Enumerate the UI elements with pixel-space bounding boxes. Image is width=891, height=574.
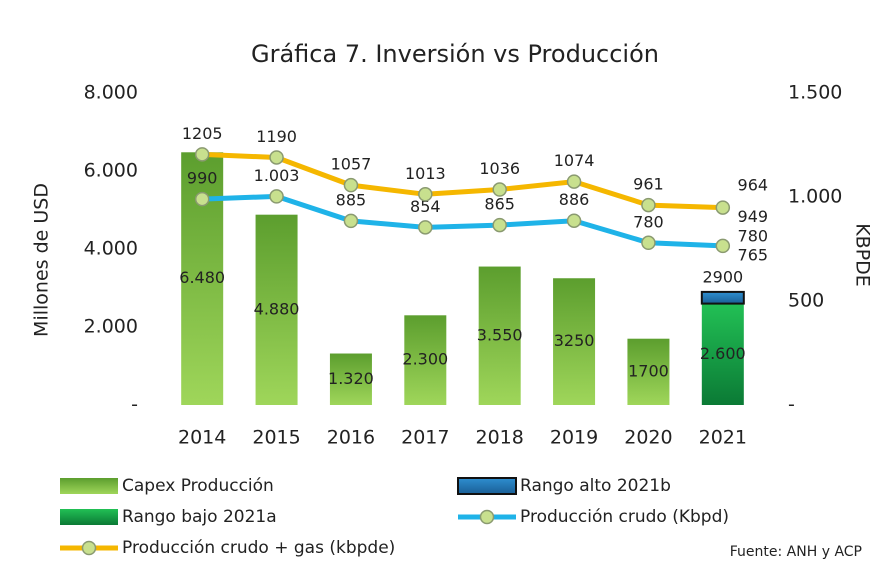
x-tick-label: 2017 (401, 427, 449, 449)
line-value-label: 865 (484, 195, 515, 214)
bar-value-label: 2.600 (700, 344, 746, 363)
legend-swatch (60, 509, 118, 525)
y2-tick-label: 1.500 (788, 82, 842, 104)
line-value-label: 854 (410, 197, 441, 216)
line-marker (269, 150, 284, 165)
line-value-label: 885 (336, 190, 367, 209)
x-tick-label: 2014 (178, 427, 226, 449)
y2-tick-label: 1.000 (788, 186, 842, 208)
bar (255, 214, 298, 405)
line-marker (418, 220, 433, 235)
bar-value-label: 1.320 (328, 369, 374, 388)
chart-title: Gráfica 7. Inversión vs Producción (251, 40, 659, 68)
line-marker (641, 197, 656, 213)
line-marker (418, 187, 433, 202)
legend-label: Capex Producción (122, 476, 274, 496)
bar-value-label: 3.550 (477, 325, 523, 344)
y-tick-label: 8.000 (84, 82, 138, 104)
line-value-label: 765 (738, 245, 769, 264)
line-marker (715, 200, 731, 215)
line-marker (566, 174, 582, 189)
line-marker (492, 217, 507, 233)
legend-label: Producción crudo + gas (kbpde) (122, 538, 395, 558)
line-value-label: 949 (738, 207, 769, 226)
line-value-label: 1057 (331, 155, 372, 174)
bar-value-label: 4.880 (254, 299, 300, 318)
y-tick-label: 6.000 (84, 160, 138, 182)
legend-swatch (479, 509, 495, 525)
line-value-label: 886 (559, 190, 590, 209)
line-value-label: 780 (633, 212, 664, 231)
line-marker (194, 147, 210, 162)
x-tick-label: 2019 (550, 427, 598, 449)
bar-value-label: 2.300 (402, 350, 448, 369)
y-tick-label: 2.000 (84, 316, 138, 338)
line-marker (715, 238, 731, 254)
x-tick-label: 2020 (624, 427, 672, 449)
line (202, 151, 723, 211)
y-tick-label: 4.000 (84, 238, 138, 260)
line-value-label: 1013 (405, 164, 446, 183)
line-marker (343, 177, 359, 193)
legend-swatch (81, 540, 97, 556)
x-tick-label: 2016 (327, 427, 375, 449)
line-value-label: 1.003 (254, 166, 300, 185)
line-value-label: 1190 (256, 127, 297, 146)
line-value-label: 1205 (182, 124, 223, 143)
bar-value-label: 3250 (554, 331, 595, 350)
x-tick-label: 2015 (252, 427, 300, 449)
source: Fuente: ANH y ACP (730, 544, 862, 560)
line-marker (194, 191, 210, 207)
bar-value-label: 6.480 (179, 268, 225, 287)
bar-value-label: 1700 (628, 361, 669, 380)
legend-swatch (457, 477, 517, 495)
line (202, 193, 723, 249)
x-tick-label: 2021 (699, 427, 747, 449)
line-value-label: 961 (633, 175, 664, 194)
bar (701, 303, 744, 405)
y-tick-label: - (131, 394, 138, 416)
legend-label: Producción crudo (Kbpd) (520, 507, 729, 527)
line-marker (269, 189, 284, 204)
bar (627, 338, 670, 405)
annotation: 780 (738, 227, 769, 246)
y2-tick-label: - (788, 394, 795, 416)
legend-label: Rango alto 2021b (520, 476, 671, 496)
x-tick-label: 2018 (476, 427, 524, 449)
legend-swatch (60, 478, 118, 494)
bar (329, 353, 372, 405)
y-axis-label: Millones de USD (31, 183, 53, 337)
bar (404, 315, 447, 405)
bar (553, 278, 596, 405)
line-marker (566, 213, 582, 228)
line-marker (641, 235, 656, 251)
line-value-label: 990 (187, 169, 218, 188)
bar (478, 266, 521, 405)
y2-tick-label: 500 (788, 290, 824, 312)
y2-axis-label: KBPDE (852, 223, 874, 287)
line-value-label: 1074 (554, 151, 595, 170)
line-marker (343, 213, 359, 229)
legend-label: Rango bajo 2021a (122, 507, 277, 527)
annotation: 964 (738, 176, 769, 195)
bar (700, 290, 745, 305)
line-value-label: 1036 (479, 159, 520, 178)
line-marker (492, 182, 507, 197)
annotation: 2900 (702, 267, 743, 286)
